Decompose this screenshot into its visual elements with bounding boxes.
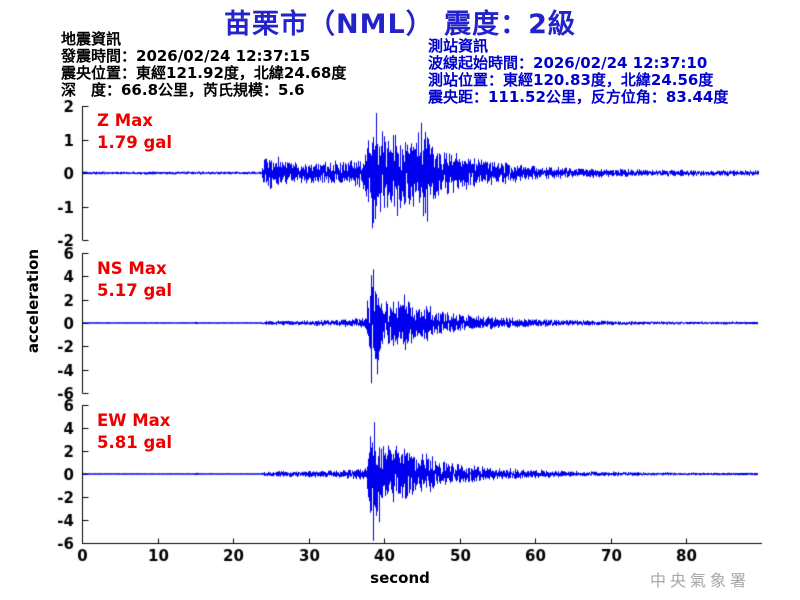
epicenter-location: 震央位置：東經121.92度，北緯24.68度	[61, 64, 347, 82]
z-max-label: Z Max 1.79 gal	[97, 110, 172, 154]
ns-max-value: 5.17 gal	[97, 281, 173, 300]
ew-max-value: 5.81 gal	[97, 433, 173, 452]
origin-time: 發震時間：2026/02/24 12:37:15	[61, 47, 311, 65]
depth-magnitude: 深 度：66.8公里，芮氏規模：5.6	[61, 81, 305, 99]
epicentral-distance: 震央距：111.52公里，反方位角：83.44度	[428, 88, 729, 106]
page-title: 苗栗市（NML） 震度：2級	[224, 9, 576, 40]
z-max-title: Z Max	[97, 111, 153, 130]
y-axis-label: acceleration	[24, 248, 42, 354]
ew-max-label: EW Max 5.81 gal	[97, 410, 172, 454]
ns-max-title: NS Max	[97, 259, 167, 278]
wave-start-time: 波線起始時間：2026/02/24 12:37:10	[428, 54, 708, 72]
station-info-heading: 測站資訊	[428, 37, 489, 55]
ns-max-label: NS Max 5.17 gal	[97, 258, 172, 302]
station-info: 測站資訊 波線起始時間：2026/02/24 12:37:10 測站位置：東經1…	[428, 38, 728, 106]
z-max-value: 1.79 gal	[97, 133, 173, 152]
x-axis-label: second	[370, 569, 430, 587]
earthquake-info: 地震資訊 發震時間：2026/02/24 12:37:15 震央位置：東經121…	[61, 31, 346, 99]
earthquake-info-heading: 地震資訊	[61, 30, 122, 48]
ew-max-title: EW Max	[97, 411, 171, 430]
station-location: 測站位置：東經120.83度，北緯24.56度	[428, 71, 714, 89]
watermark: 中央氣象署	[650, 571, 751, 590]
